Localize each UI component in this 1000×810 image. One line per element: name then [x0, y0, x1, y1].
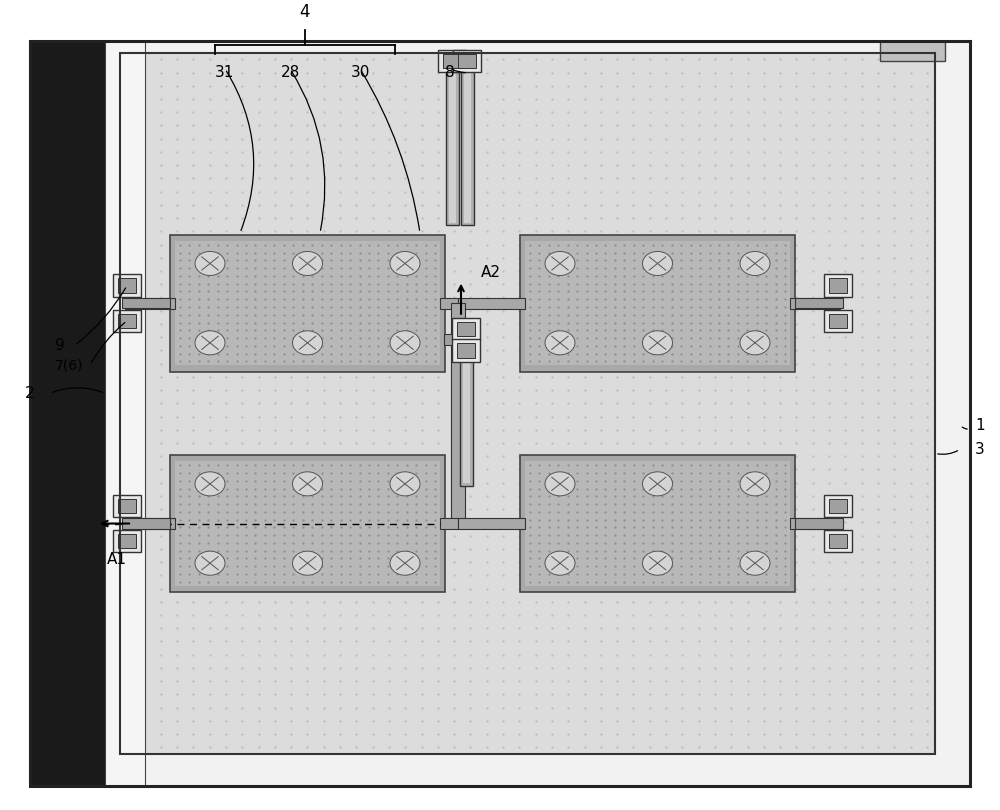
- Bar: [444, 335, 478, 345]
- Circle shape: [642, 472, 672, 496]
- Bar: [113, 275, 141, 296]
- Bar: [824, 275, 852, 296]
- Bar: [790, 297, 840, 309]
- Bar: [175, 241, 440, 365]
- Bar: [829, 313, 847, 328]
- Bar: [118, 499, 136, 513]
- Bar: [170, 455, 445, 592]
- Bar: [120, 53, 935, 754]
- Circle shape: [390, 551, 420, 575]
- Bar: [464, 59, 471, 223]
- Bar: [446, 57, 459, 225]
- Bar: [125, 518, 175, 529]
- Bar: [122, 518, 170, 529]
- Bar: [461, 57, 474, 225]
- Text: A1: A1: [107, 552, 127, 567]
- Text: 8: 8: [445, 65, 455, 79]
- Bar: [880, 40, 945, 61]
- Circle shape: [740, 472, 770, 496]
- Bar: [525, 462, 790, 586]
- Bar: [458, 297, 525, 309]
- Text: 9: 9: [55, 338, 65, 352]
- Bar: [829, 534, 847, 548]
- Bar: [795, 298, 843, 309]
- Circle shape: [740, 251, 770, 275]
- Circle shape: [545, 551, 575, 575]
- Circle shape: [390, 472, 420, 496]
- Bar: [525, 241, 790, 365]
- Text: 31: 31: [215, 65, 235, 79]
- Bar: [118, 313, 136, 328]
- Bar: [440, 297, 458, 309]
- Circle shape: [642, 330, 672, 355]
- Bar: [453, 49, 481, 72]
- Bar: [451, 303, 465, 523]
- Bar: [125, 297, 175, 309]
- Bar: [520, 235, 795, 372]
- Text: 30: 30: [350, 65, 370, 79]
- Bar: [795, 518, 843, 529]
- Circle shape: [390, 330, 420, 355]
- Circle shape: [195, 330, 225, 355]
- Bar: [449, 59, 456, 223]
- Bar: [457, 322, 475, 336]
- Bar: [520, 455, 795, 592]
- Circle shape: [740, 330, 770, 355]
- Text: 7(6): 7(6): [55, 358, 84, 373]
- Bar: [457, 343, 475, 358]
- Text: 2: 2: [25, 386, 35, 401]
- Bar: [438, 49, 466, 72]
- Bar: [458, 518, 525, 529]
- Text: A2: A2: [481, 265, 501, 280]
- Bar: [113, 530, 141, 552]
- Bar: [452, 318, 480, 340]
- Circle shape: [642, 551, 672, 575]
- Bar: [170, 235, 445, 372]
- Circle shape: [292, 330, 322, 355]
- Bar: [175, 462, 440, 586]
- Text: 28: 28: [280, 65, 300, 79]
- Bar: [120, 53, 935, 754]
- Bar: [824, 495, 852, 517]
- Bar: [829, 279, 847, 292]
- Circle shape: [195, 472, 225, 496]
- Text: 1: 1: [975, 418, 985, 433]
- Bar: [440, 518, 458, 529]
- Circle shape: [545, 472, 575, 496]
- Bar: [458, 53, 476, 68]
- Circle shape: [740, 551, 770, 575]
- Circle shape: [195, 251, 225, 275]
- Bar: [118, 279, 136, 292]
- Circle shape: [292, 551, 322, 575]
- Bar: [452, 339, 480, 361]
- Bar: [463, 343, 470, 484]
- Circle shape: [390, 251, 420, 275]
- Bar: [443, 53, 461, 68]
- Circle shape: [545, 330, 575, 355]
- Bar: [790, 518, 840, 529]
- Bar: [113, 309, 141, 332]
- Bar: [829, 499, 847, 513]
- Bar: [460, 341, 473, 486]
- Circle shape: [292, 472, 322, 496]
- Bar: [824, 530, 852, 552]
- Bar: [118, 534, 136, 548]
- Bar: [122, 298, 170, 309]
- Bar: [105, 40, 145, 786]
- Circle shape: [195, 551, 225, 575]
- Bar: [30, 40, 105, 786]
- Circle shape: [292, 251, 322, 275]
- Circle shape: [545, 251, 575, 275]
- Text: 3: 3: [975, 442, 985, 457]
- Bar: [113, 495, 141, 517]
- Text: 4: 4: [300, 2, 310, 21]
- Bar: [824, 309, 852, 332]
- Circle shape: [642, 251, 672, 275]
